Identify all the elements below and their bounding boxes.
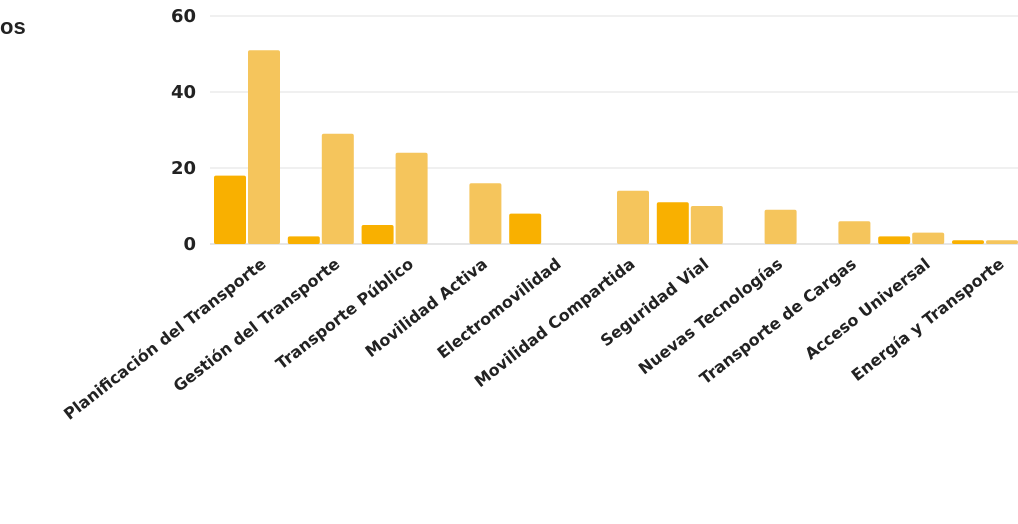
bar [321,133,354,244]
x-tick-label: Movilidad Activa [362,254,491,361]
bar [912,232,945,244]
bar [509,213,542,244]
bar [838,221,871,244]
bar [469,183,502,244]
y-tick-label: 60 [171,6,196,27]
legend-fragment: os [0,14,26,39]
bar [248,50,280,245]
x-tick-label: Electromovilidad [434,254,565,362]
bar [214,175,246,244]
bar [395,152,428,244]
x-tick-label: Nuevas Tecnologías [635,254,786,378]
y-tick-label: 40 [171,82,196,103]
bar [361,225,394,244]
bars [214,50,1018,245]
bar [952,240,984,244]
x-tick-label: Acceso Universal [801,254,933,363]
bar [656,202,689,244]
y-axis-ticks: 0 20 40 60 [171,6,196,255]
bar [764,209,797,244]
bar [690,206,723,244]
bar [878,236,911,244]
y-tick-label: 20 [171,158,196,179]
y-tick-label: 0 [183,234,196,255]
bar [617,190,649,244]
bar [287,236,320,244]
x-tick-label: Transporte Público [272,254,417,373]
bar [986,240,1018,244]
